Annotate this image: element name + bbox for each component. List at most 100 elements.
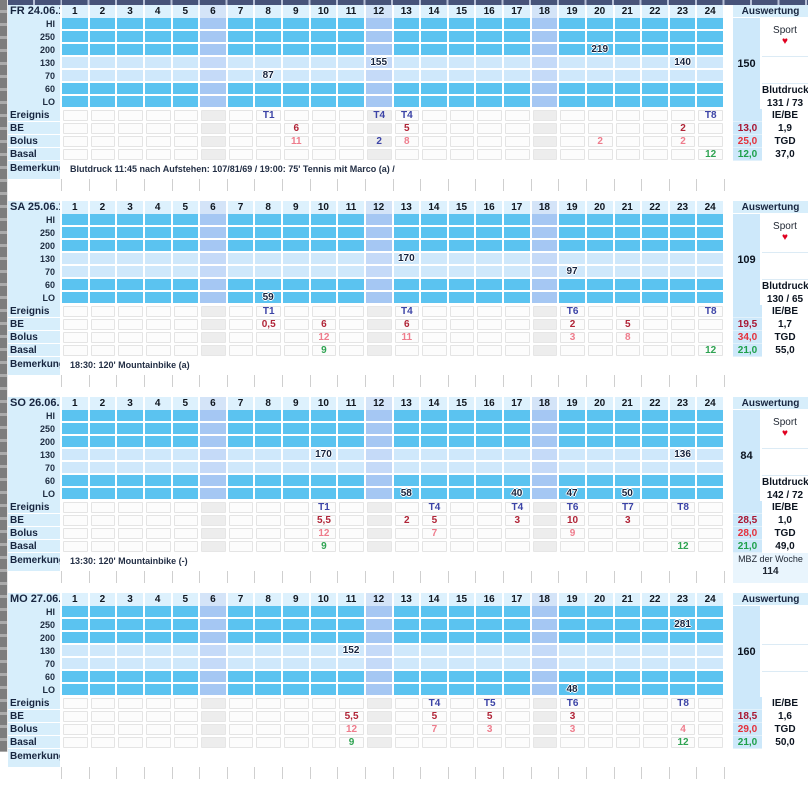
be-cell[interactable]	[587, 319, 613, 330]
ereignis-cell[interactable]	[311, 110, 337, 121]
bolus-cell[interactable]	[228, 136, 254, 147]
glucose-cell[interactable]	[144, 475, 173, 488]
ereignis-cell[interactable]	[698, 698, 723, 709]
bolus-cell[interactable]	[422, 332, 447, 343]
glucose-cell[interactable]	[421, 57, 449, 70]
basal-cell[interactable]	[118, 541, 143, 552]
bolus-cell[interactable]	[532, 136, 558, 147]
glucose-cell[interactable]	[559, 279, 587, 292]
basal-cell[interactable]	[228, 737, 254, 748]
glucose-cell[interactable]	[200, 279, 228, 292]
glucose-cell[interactable]	[421, 279, 449, 292]
glucose-cell[interactable]	[559, 18, 587, 31]
glucose-cell[interactable]	[310, 227, 339, 240]
ereignis-cell[interactable]: T1	[311, 502, 337, 513]
basal-cell[interactable]	[118, 737, 143, 748]
glucose-cell[interactable]	[310, 253, 339, 266]
basal-cell[interactable]: 9	[311, 541, 337, 552]
ereignis-cell[interactable]	[284, 110, 309, 121]
glucose-cell[interactable]	[255, 671, 283, 684]
glucose-cell[interactable]	[310, 488, 339, 501]
glucose-cell[interactable]	[531, 606, 560, 619]
glucose-cell[interactable]	[559, 462, 587, 475]
glucose-cell[interactable]: 59	[255, 292, 283, 305]
be-cell[interactable]: 0,5	[256, 319, 281, 330]
glucose-cell[interactable]	[338, 423, 366, 436]
ereignis-cell[interactable]	[145, 306, 171, 317]
be-cell[interactable]	[118, 319, 143, 330]
glucose-cell[interactable]	[338, 449, 366, 462]
basal-cell[interactable]: 12	[670, 737, 696, 748]
be-cell[interactable]	[201, 515, 226, 526]
glucose-cell[interactable]	[642, 83, 670, 96]
glucose-cell[interactable]	[504, 645, 532, 658]
basal-cell[interactable]	[201, 149, 226, 160]
glucose-cell[interactable]	[421, 227, 449, 240]
be-cell[interactable]	[505, 123, 530, 134]
basal-cell[interactable]: 12	[670, 541, 696, 552]
glucose-cell[interactable]	[669, 606, 698, 619]
glucose-cell[interactable]	[393, 632, 422, 645]
glucose-cell[interactable]	[310, 423, 339, 436]
glucose-cell[interactable]	[448, 632, 477, 645]
glucose-cell[interactable]	[200, 240, 228, 253]
glucose-cell[interactable]	[642, 96, 670, 109]
glucose-cell[interactable]	[559, 475, 587, 488]
glucose-cell[interactable]	[559, 292, 587, 305]
glucose-cell[interactable]	[338, 57, 366, 70]
glucose-cell[interactable]	[117, 475, 145, 488]
glucose-cell[interactable]	[310, 292, 339, 305]
glucose-cell[interactable]	[614, 684, 643, 697]
bolus-cell[interactable]	[643, 528, 668, 539]
glucose-cell[interactable]	[227, 279, 256, 292]
glucose-cell[interactable]	[393, 606, 422, 619]
glucose-cell[interactable]	[89, 44, 118, 57]
ereignis-cell[interactable]	[145, 502, 171, 513]
glucose-cell[interactable]	[172, 462, 201, 475]
glucose-cell[interactable]	[172, 31, 201, 44]
glucose-cell[interactable]	[310, 214, 339, 227]
glucose-cell[interactable]	[338, 410, 366, 423]
bolus-cell[interactable]	[615, 724, 641, 735]
glucose-cell[interactable]	[614, 619, 643, 632]
bolus-cell[interactable]	[477, 528, 502, 539]
glucose-cell[interactable]	[697, 606, 725, 619]
glucose-cell[interactable]	[476, 70, 504, 83]
glucose-cell[interactable]	[531, 462, 560, 475]
glucose-cell[interactable]	[227, 606, 256, 619]
glucose-cell[interactable]	[365, 475, 394, 488]
glucose-cell[interactable]	[531, 18, 560, 31]
glucose-cell[interactable]	[393, 475, 422, 488]
be-cell[interactable]	[643, 123, 668, 134]
glucose-cell[interactable]	[89, 83, 118, 96]
glucose-cell[interactable]	[614, 240, 643, 253]
glucose-cell[interactable]	[559, 632, 587, 645]
glucose-cell[interactable]	[697, 475, 725, 488]
glucose-cell[interactable]	[255, 96, 283, 109]
basal-cell[interactable]	[63, 541, 88, 552]
basal-cell[interactable]	[339, 541, 364, 552]
glucose-cell[interactable]	[393, 658, 422, 671]
glucose-cell[interactable]	[697, 645, 725, 658]
ereignis-cell[interactable]	[670, 306, 696, 317]
glucose-cell[interactable]	[89, 606, 118, 619]
be-cell[interactable]	[90, 515, 116, 526]
bolus-cell[interactable]: 9	[560, 528, 585, 539]
be-cell[interactable]	[90, 123, 116, 134]
glucose-cell[interactable]	[62, 632, 90, 645]
be-cell[interactable]: 5	[422, 515, 447, 526]
basal-cell[interactable]	[560, 149, 585, 160]
be-cell[interactable]	[256, 711, 281, 722]
bolus-cell[interactable]: 3	[560, 724, 585, 735]
glucose-cell[interactable]	[531, 632, 560, 645]
glucose-cell[interactable]	[89, 671, 118, 684]
glucose-cell[interactable]	[283, 488, 311, 501]
glucose-cell[interactable]	[89, 488, 118, 501]
basal-cell[interactable]	[284, 737, 309, 748]
basal-cell[interactable]	[63, 737, 88, 748]
glucose-cell[interactable]	[255, 658, 283, 671]
basal-cell[interactable]	[256, 541, 281, 552]
ereignis-cell[interactable]	[505, 110, 530, 121]
be-cell[interactable]	[532, 319, 558, 330]
bolus-cell[interactable]	[505, 136, 530, 147]
